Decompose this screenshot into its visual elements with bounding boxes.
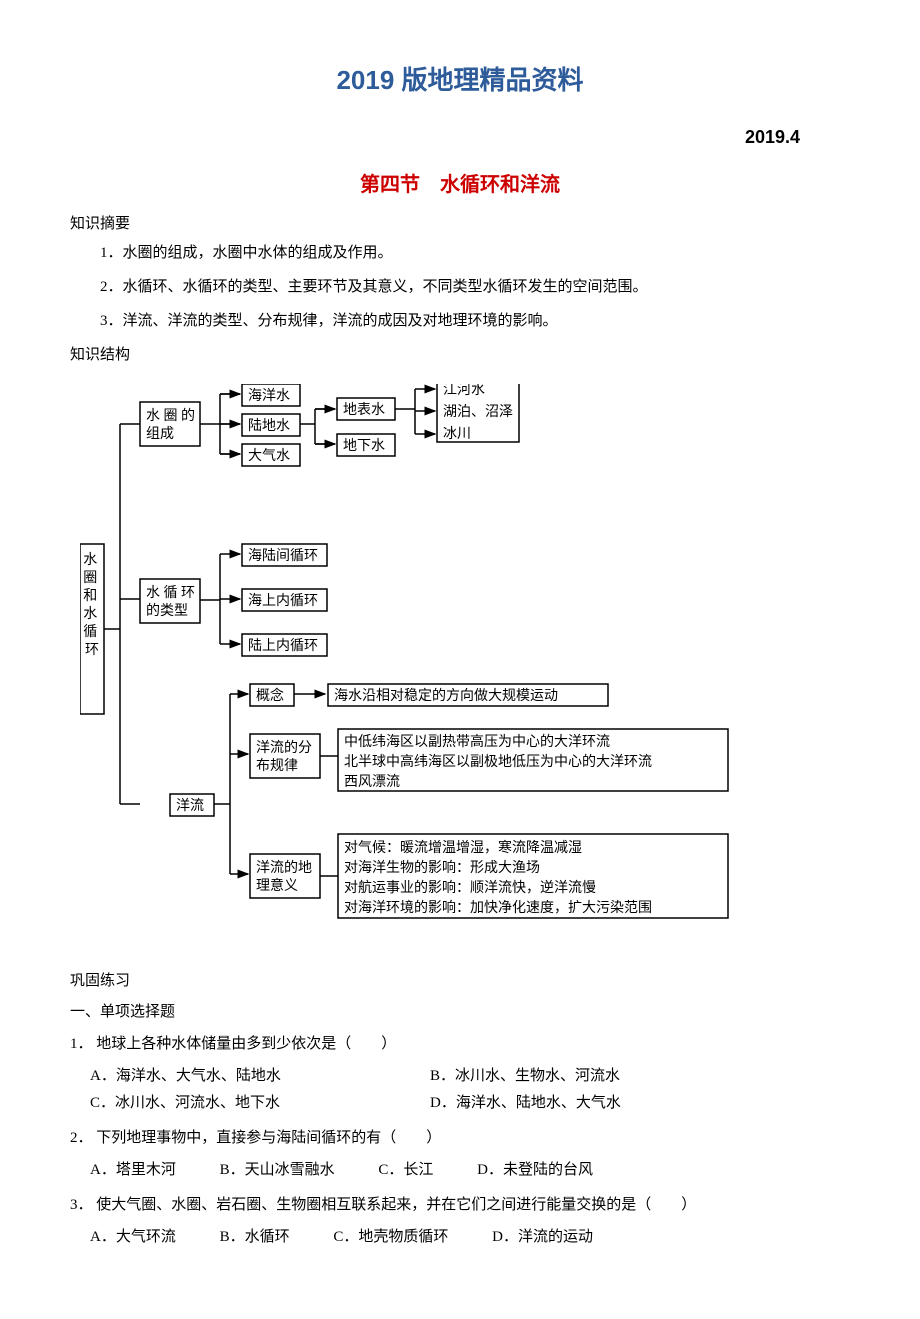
question-1: 1． 地球上各种水体储量由多到少依次是（ ） A．海洋水、大气水、陆地水 B．冰… — [70, 1031, 850, 1117]
svg-text:冰川: 冰川 — [443, 426, 471, 442]
svg-text:对海洋生物的影响：形成大渔场: 对海洋生物的影响：形成大渔场 — [344, 860, 540, 876]
svg-text:地表水: 地表水 — [343, 402, 385, 418]
svg-text:海上内循环: 海上内循环 — [248, 593, 318, 609]
svg-text:西风漂流: 西风漂流 — [344, 774, 400, 790]
svg-text:陆上内循环: 陆上内循环 — [248, 638, 318, 654]
section-title: 第四节 水循环和洋流 — [70, 168, 850, 197]
summary-item: 2．水循环、水循环的类型、主要环节及其意义，不同类型水循环发生的空间范围。 — [70, 275, 850, 299]
svg-text:陆地水: 陆地水 — [248, 418, 290, 434]
section1-heading: 一、单项选择题 — [70, 1000, 850, 1021]
svg-text:地下水: 地下水 — [343, 438, 385, 454]
summary-item: 3．洋流、洋流的类型、分布规律，洋流的成因及对地理环境的影响。 — [70, 309, 850, 333]
main-title: 2019 版地理精品资料 — [70, 60, 850, 97]
svg-text:对海洋环境的影响：加快净化速度，扩大污染范围: 对海洋环境的影响：加快净化速度，扩大污染范围 — [344, 899, 652, 916]
svg-text:洋流: 洋流 — [176, 798, 204, 814]
q3-num: 3． — [70, 1197, 93, 1213]
date-text: 2019.4 — [70, 127, 850, 148]
svg-text:海陆间循环: 海陆间循环 — [248, 548, 318, 564]
structure-heading: 知识结构 — [70, 343, 850, 364]
q3-text: 使大气圈、水圈、岩石圈、生物圈相互联系起来，并在它们之间进行能量交换的是（ ） — [96, 1197, 696, 1213]
q2-text: 下列地理事物中，直接参与海陆间循环的有（ ） — [96, 1130, 441, 1146]
svg-text:海洋水: 海洋水 — [248, 388, 290, 404]
summary-item: 1．水圈的组成，水圈中水体的组成及作用。 — [70, 241, 850, 265]
svg-text:概念: 概念 — [256, 687, 284, 704]
question-3: 3． 使大气圈、水圈、岩石圈、生物圈相互联系起来，并在它们之间进行能量交换的是（… — [70, 1192, 850, 1251]
q1-text: 地球上各种水体储量由多到少依次是（ ） — [96, 1036, 396, 1052]
knowledge-diagram: 水 圈 和 水 循 环 水 圈 的 组成 海洋水 陆地水 大气水 地表水 地下水… — [80, 384, 850, 949]
svg-text:大气水: 大气水 — [248, 448, 290, 464]
svg-text:对气候：暖流增温增湿，寒流降温减湿: 对气候：暖流增温增湿，寒流降温减湿 — [344, 839, 582, 856]
diagram-svg: 水 圈 和 水 循 环 水 圈 的 组成 海洋水 陆地水 大气水 地表水 地下水… — [80, 384, 840, 944]
question-2: 2． 下列地理事物中，直接参与海陆间循环的有（ ） A．塔里木河 B．天山冰雪融… — [70, 1125, 850, 1184]
svg-text:湖泊、沼泽: 湖泊、沼泽 — [443, 404, 513, 420]
svg-text:江河水: 江河水 — [443, 384, 485, 398]
q1-num: 1． — [70, 1036, 93, 1052]
svg-text:海水沿相对稳定的方向做大规模运动: 海水沿相对稳定的方向做大规模运动 — [334, 688, 558, 704]
svg-text:中低纬海区以副热带高压为中心的大洋环流: 中低纬海区以副热带高压为中心的大洋环流 — [344, 733, 610, 750]
svg-text:北半球中高纬海区以副极地低压为中心的大洋环流: 北半球中高纬海区以副极地低压为中心的大洋环流 — [344, 753, 652, 770]
q2-num: 2． — [70, 1130, 93, 1146]
summary-heading: 知识摘要 — [70, 212, 850, 233]
svg-text:对航运事业的影响：顺洋流快，逆洋流慢: 对航运事业的影响：顺洋流快，逆洋流慢 — [344, 879, 596, 896]
practice-heading: 巩固练习 — [70, 969, 850, 990]
